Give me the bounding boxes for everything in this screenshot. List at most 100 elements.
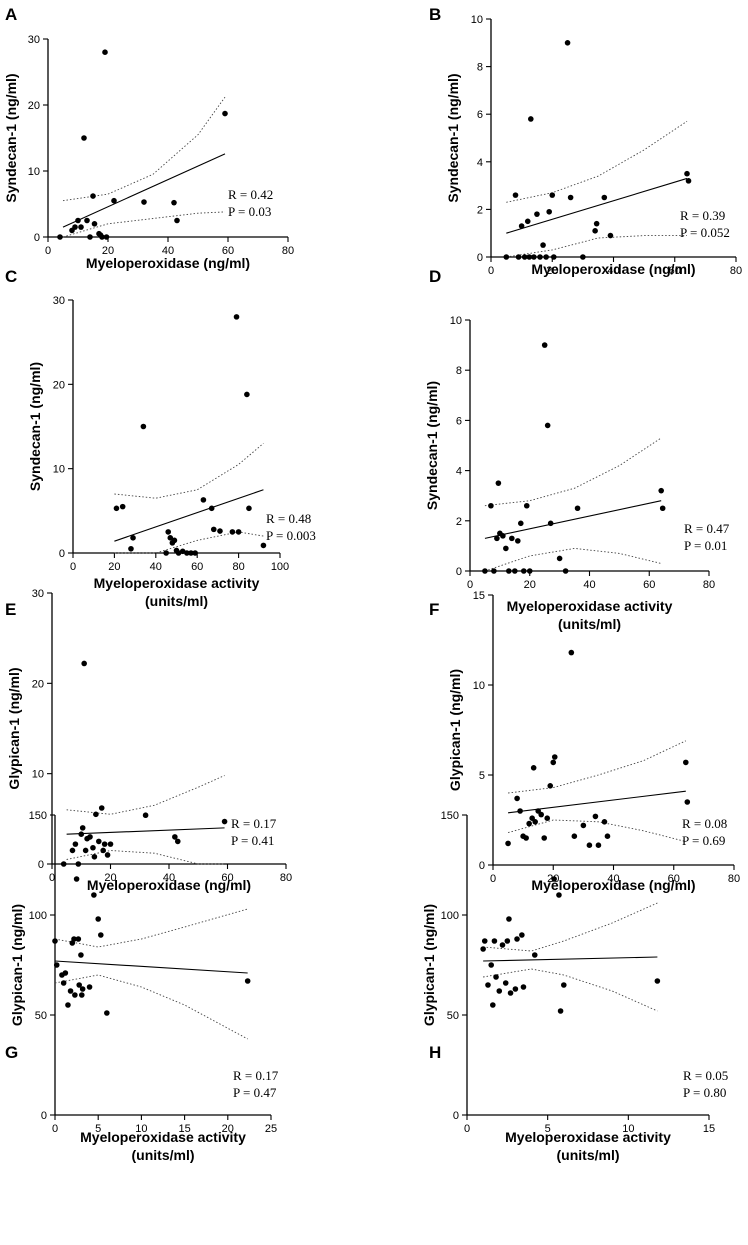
data-point [493,974,499,980]
data-point [72,841,79,847]
regression-line [54,960,248,974]
x-tick-label: 100 [271,561,289,573]
data-point [233,314,240,320]
regression-line [66,827,225,835]
ci-lower-curve [54,974,248,1040]
data-point [96,838,102,845]
data-point [235,529,242,535]
x-tick-label: 20 [104,872,116,884]
data-point [104,852,111,858]
data-point [499,942,506,948]
data-point [480,946,486,952]
data-point [210,526,217,533]
y-tick-label: 10 [32,769,44,781]
data-point [515,538,521,544]
data-point [495,480,502,486]
data-point [601,194,608,201]
data-point [538,811,544,818]
panel-label: F [429,600,439,619]
x-tick-label: 20 [524,579,536,591]
data-point [103,234,110,240]
data-point [503,254,510,260]
ci-upper-curve [508,740,686,794]
data-point [543,254,549,260]
y-tick-label: 50 [447,1010,459,1022]
stat-r: R = 0.05 [683,1068,728,1083]
data-point [520,984,527,990]
x-tick-label: 0 [467,579,473,591]
data-point [75,861,82,867]
data-point [541,835,548,841]
x-axis-label: Myeloperoxidase (ng/ml) [86,255,250,271]
y-tick-label: 6 [477,109,483,121]
y-tick-label: 10 [473,680,485,692]
data-point [91,853,98,860]
x-axis-label: (units/ml) [132,1147,195,1163]
x-tick-label: 40 [583,579,595,591]
data-point [102,49,108,55]
x-axis-label: Myeloperoxidase activity [507,598,673,614]
data-point [518,223,525,229]
data-point [491,568,497,574]
data-point [530,765,537,771]
x-tick-label: 80 [232,561,244,573]
data-point [171,199,177,206]
panel-label: H [429,1043,441,1062]
data-point [549,192,556,198]
panel-label: B [429,5,441,24]
ci-lower-curve [506,235,687,258]
data-point [521,254,528,260]
data-point [87,234,93,240]
panel-e: E 0 20 40 60 80 0 10 20 30 R = 0.17 P = 0.41 Myelope… [5,588,292,893]
ci-lower-curve [483,968,658,1012]
data-point [62,970,69,976]
data-point [91,221,98,227]
data-point [544,815,551,821]
panel-label: E [5,600,16,619]
y-tick-label: 10 [471,14,483,26]
data-point [221,818,228,825]
data-point [506,568,512,574]
stat-p: P = 0.03 [228,204,271,219]
data-point [76,982,82,988]
data-point [494,535,500,542]
y-axis-label: Syndecan-1 (ng/ml) [27,362,43,491]
data-point [69,847,76,854]
x-axis-label: (units/ml) [558,616,621,632]
data-point [537,254,543,260]
data-point [556,555,563,562]
data-point [188,550,194,556]
stat-p: P = 0.052 [680,225,730,240]
x-tick-label: 40 [607,873,619,885]
data-point [104,1010,110,1016]
y-tick-label: 0 [477,252,483,264]
x-tick-label: 20 [108,561,120,573]
ci-upper-curve [114,443,264,499]
data-point [514,795,520,802]
data-point [67,988,74,994]
data-point [95,916,101,922]
data-point [580,254,586,260]
data-point [551,754,558,760]
data-point [53,962,60,968]
data-point [528,116,534,122]
stat-r: R = 0.42 [228,187,273,202]
data-point [79,986,86,992]
regression-line [62,153,226,228]
regression-line [507,790,686,814]
x-tick-label: 5 [95,1123,101,1135]
y-tick-label: 150 [29,810,47,822]
stat-r: R = 0.08 [682,816,727,831]
data-point [130,535,136,541]
y-tick-label: 0 [38,859,44,871]
data-point [81,660,87,667]
x-tick-label: 0 [70,561,76,573]
x-tick-label: 15 [178,1123,190,1135]
x-tick-label: 80 [728,873,740,885]
data-point [490,1002,496,1008]
panel-c: C 0 20 40 60 80 100 0 10 20 30 R = 0.48 P = 0.003 Mye… [5,267,316,609]
data-point [562,568,569,574]
data-point [564,40,571,46]
data-point [167,535,174,541]
data-point [561,982,567,988]
